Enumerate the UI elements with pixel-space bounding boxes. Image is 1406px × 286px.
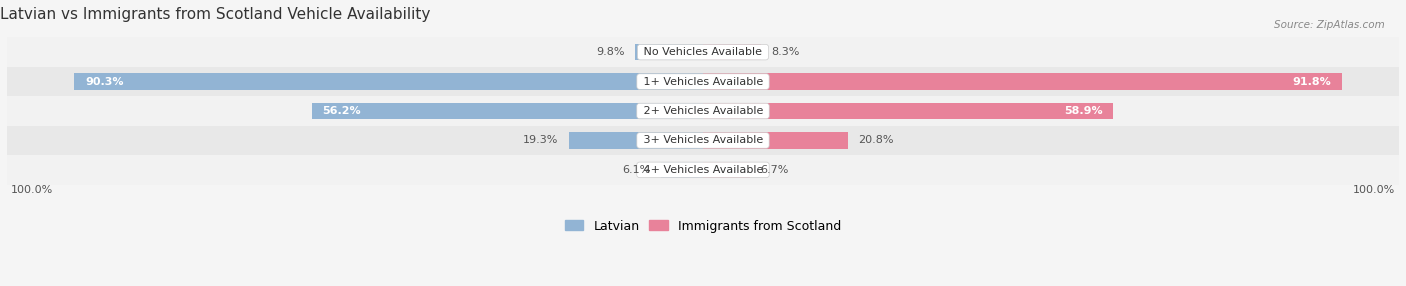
- Bar: [7, 67, 1399, 96]
- Bar: [634, 44, 703, 60]
- Text: 19.3%: 19.3%: [523, 136, 558, 146]
- Text: 3+ Vehicles Available: 3+ Vehicles Available: [640, 136, 766, 146]
- Bar: [7, 37, 1399, 67]
- Legend: Latvian, Immigrants from Scotland: Latvian, Immigrants from Scotland: [560, 214, 846, 237]
- Text: 100.0%: 100.0%: [10, 185, 52, 195]
- Bar: [703, 103, 1114, 119]
- Bar: [75, 74, 703, 90]
- Text: No Vehicles Available: No Vehicles Available: [640, 47, 766, 57]
- Bar: [661, 162, 703, 178]
- Bar: [703, 162, 749, 178]
- Text: 100.0%: 100.0%: [1354, 185, 1396, 195]
- Text: 1+ Vehicles Available: 1+ Vehicles Available: [640, 77, 766, 87]
- Text: 9.8%: 9.8%: [596, 47, 624, 57]
- Bar: [7, 96, 1399, 126]
- Bar: [568, 132, 703, 148]
- Text: 56.2%: 56.2%: [322, 106, 361, 116]
- Text: 6.1%: 6.1%: [621, 165, 650, 175]
- Text: Latvian vs Immigrants from Scotland Vehicle Availability: Latvian vs Immigrants from Scotland Vehi…: [0, 7, 430, 22]
- Text: 2+ Vehicles Available: 2+ Vehicles Available: [640, 106, 766, 116]
- Bar: [703, 74, 1341, 90]
- Text: 4+ Vehicles Available: 4+ Vehicles Available: [640, 165, 766, 175]
- Text: 20.8%: 20.8%: [858, 136, 894, 146]
- Bar: [7, 126, 1399, 155]
- Bar: [7, 155, 1399, 184]
- Bar: [703, 44, 761, 60]
- Text: 6.7%: 6.7%: [761, 165, 789, 175]
- Text: Source: ZipAtlas.com: Source: ZipAtlas.com: [1274, 20, 1385, 30]
- Bar: [703, 132, 848, 148]
- Text: 8.3%: 8.3%: [772, 47, 800, 57]
- Text: 91.8%: 91.8%: [1292, 77, 1331, 87]
- Text: 90.3%: 90.3%: [84, 77, 124, 87]
- Bar: [312, 103, 703, 119]
- Text: 58.9%: 58.9%: [1064, 106, 1102, 116]
